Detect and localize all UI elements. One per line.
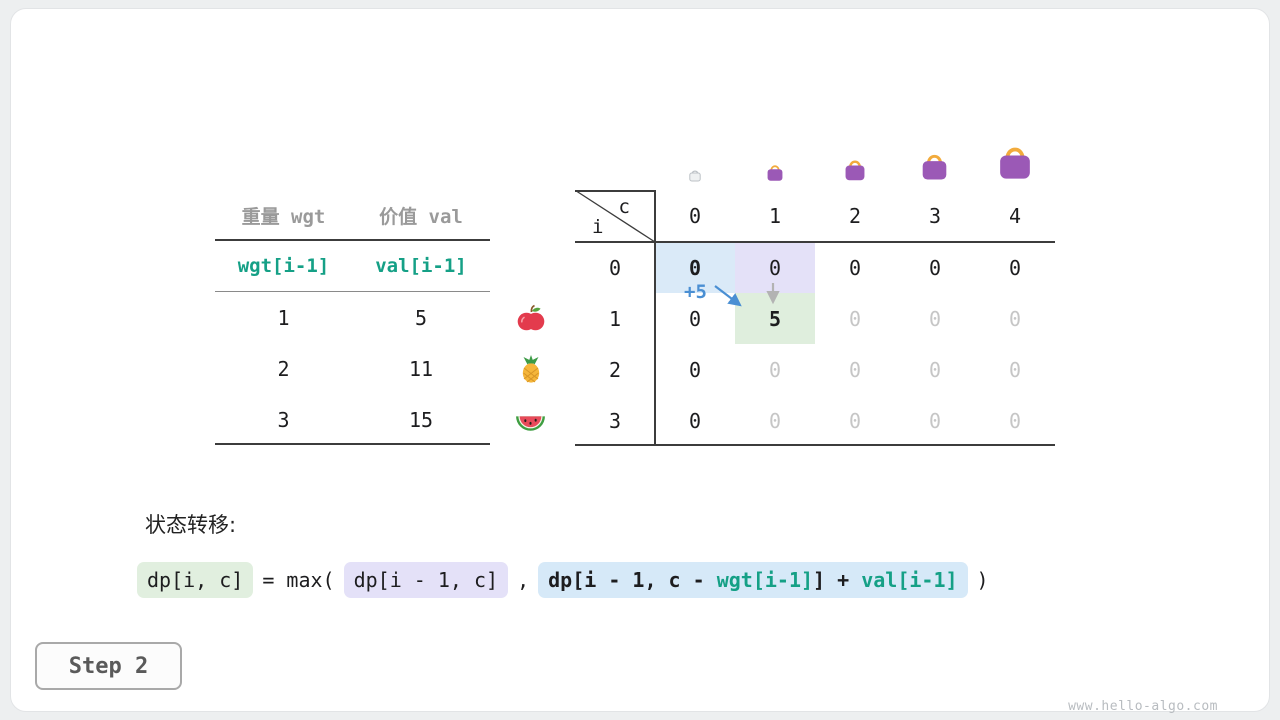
item-weight: 2 [277,356,290,381]
dp-col-header: 1 [768,204,782,228]
dp-corner-cell: c i [575,190,655,242]
dp-cell: 0 [928,255,942,280]
transition-formula: dp[i, c] = max( dp[i - 1, c] , dp[i - 1,… [137,562,989,598]
step-badge: Step 2 [35,642,182,690]
dp-cell: 0 [848,357,862,382]
dp-col-header: 2 [848,204,862,228]
items-table: 重量 wgt 价值 val wgt[i-1] val[i-1] 1 5 2 11… [215,190,490,445]
item-weight: 3 [277,407,290,432]
bag-icon-medium [845,160,865,181]
items-value-index: val[i-1] [375,255,467,277]
formula-dp-take-prefix: dp[i - 1, c - [548,568,717,592]
formula-close-paren: ) [976,568,989,592]
col-var-label: c [618,196,630,218]
dp-cell: 0 [928,306,942,331]
dp-cell: 5 [735,293,815,344]
dp-cell: 0 [688,357,702,382]
dp-col-header: 0 [688,204,702,228]
dp-col-header: 3 [928,204,942,228]
dp-cell: 0 [928,408,942,433]
dp-cell: 0 [928,357,942,382]
dp-cell: 0 [735,242,815,293]
divider [575,241,1055,243]
dp-cell: 0 [1008,306,1022,331]
dp-row-header: 3 [608,408,622,433]
item-value: 5 [414,305,428,330]
divider [215,443,490,445]
step-badge-label: Step 2 [68,653,149,679]
formula-dp-current: dp[i, c] [137,562,254,598]
dp-cell: 0 [655,242,735,293]
dp-cell: 0 [768,357,782,382]
dp-cell: 0 [848,306,862,331]
divider [215,291,490,292]
dp-table: c i 0 1 2 3 4 0 0 0 0 0 0 1 0 5 0 0 0 2 … [575,190,1055,446]
site-watermark: www.hello-algo.com [1068,699,1218,714]
dp-row-header: 0 [608,255,622,280]
plus-value-annotation: +5 [684,281,707,303]
bag-icon-small [767,165,783,181]
apple-icon [517,304,545,331]
formula-comma: , [517,568,530,592]
dp-cell: 0 [688,408,702,433]
divider [575,444,1055,446]
bag-icon-large [922,154,947,180]
dp-cell: 0 [1008,357,1022,382]
divider [654,190,656,445]
divider [575,190,655,192]
bag-outline-icon [689,170,701,182]
dp-row-header: 2 [608,357,622,382]
transition-label: 状态转移: [145,513,237,537]
formula-dp-take: dp[i - 1, c - wgt[i-1]] + val[i-1] [538,562,968,598]
dp-cell: 0 [1008,408,1022,433]
dp-cell: 0 [1008,255,1022,280]
items-weight-header: 重量 wgt [241,205,326,228]
item-value: 15 [408,407,434,432]
divider [215,239,490,241]
items-value-header: 价值 val [379,205,463,228]
formula-dp-skip: dp[i - 1, c] [343,562,509,598]
watermelon-icon [516,416,545,431]
dp-col-header: 4 [1008,204,1022,228]
dp-cell: 0 [848,255,862,280]
formula-wgt-term: wgt[i-1] [716,568,814,592]
dp-cell: 0 [688,306,702,331]
item-value: 11 [408,356,434,381]
row-var-label: i [592,216,604,238]
formula-equals-max: = max( [262,568,335,592]
dp-cell: 0 [848,408,862,433]
formula-dp-take-infix: ] + [813,568,862,592]
pineapple-icon [522,355,540,383]
bag-icon-xlarge [1000,147,1030,179]
item-weight: 1 [277,305,290,330]
dp-cell: 0 [768,408,782,433]
dp-row-header: 1 [608,306,622,331]
formula-val-term: val[i-1] [861,568,958,592]
items-weight-index: wgt[i-1] [237,255,330,277]
